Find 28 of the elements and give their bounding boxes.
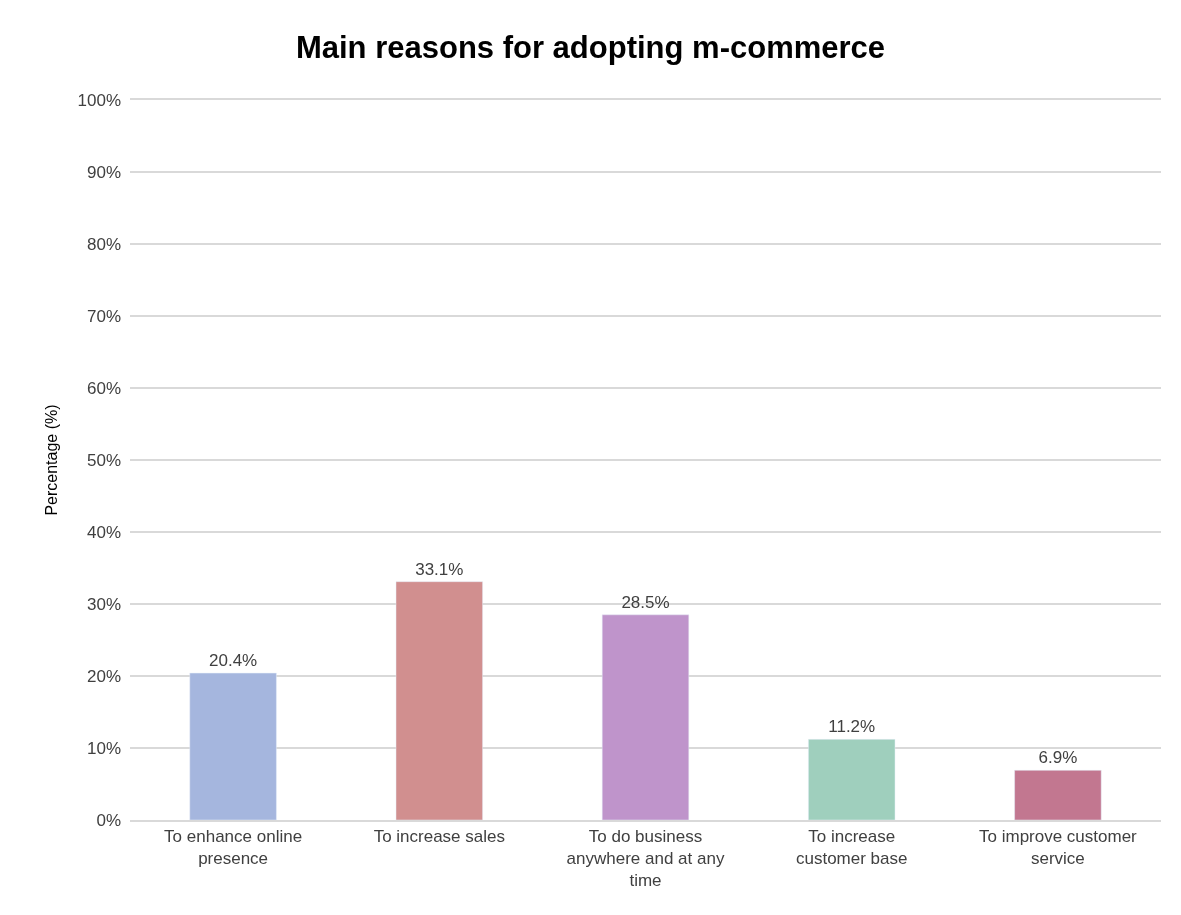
- y-tick-label: 30%: [86, 594, 121, 614]
- bar: [808, 739, 896, 820]
- y-tick-label: 10%: [86, 738, 121, 758]
- chart-title: Main reasons for adopting m-commerce: [295, 30, 886, 66]
- data-label: 28.5%: [621, 592, 670, 612]
- y-tick-label: 60%: [86, 378, 121, 398]
- bar: [1014, 770, 1102, 820]
- y-tick-label: 20%: [86, 666, 121, 686]
- y-tick-label: 40%: [86, 522, 121, 542]
- y-tick-label: 0%: [96, 810, 121, 830]
- y-axis-title: Percentage (%): [43, 404, 61, 516]
- x-tick-label: To increase customer base: [795, 827, 908, 869]
- x-tick-label: To do business anywhere and at any time: [566, 827, 725, 891]
- x-tick-label: To improve customer service: [979, 827, 1138, 869]
- data-label: 6.9%: [1038, 748, 1078, 768]
- x-tick-label: To increase sales: [373, 827, 505, 847]
- y-tick-label: 100%: [77, 90, 121, 110]
- data-label: 33.1%: [415, 559, 464, 579]
- bar: [189, 672, 277, 820]
- y-tick-label: 80%: [86, 234, 121, 254]
- y-tick-label: 70%: [86, 306, 121, 326]
- data-label: 20.4%: [209, 651, 258, 671]
- bar: [601, 614, 690, 820]
- y-tick-label: 90%: [86, 162, 121, 182]
- bar: [395, 581, 483, 820]
- y-tick-label: 50%: [86, 450, 121, 470]
- x-tick-label: To enhance online presence: [164, 827, 303, 869]
- data-label: 11.2%: [828, 717, 876, 737]
